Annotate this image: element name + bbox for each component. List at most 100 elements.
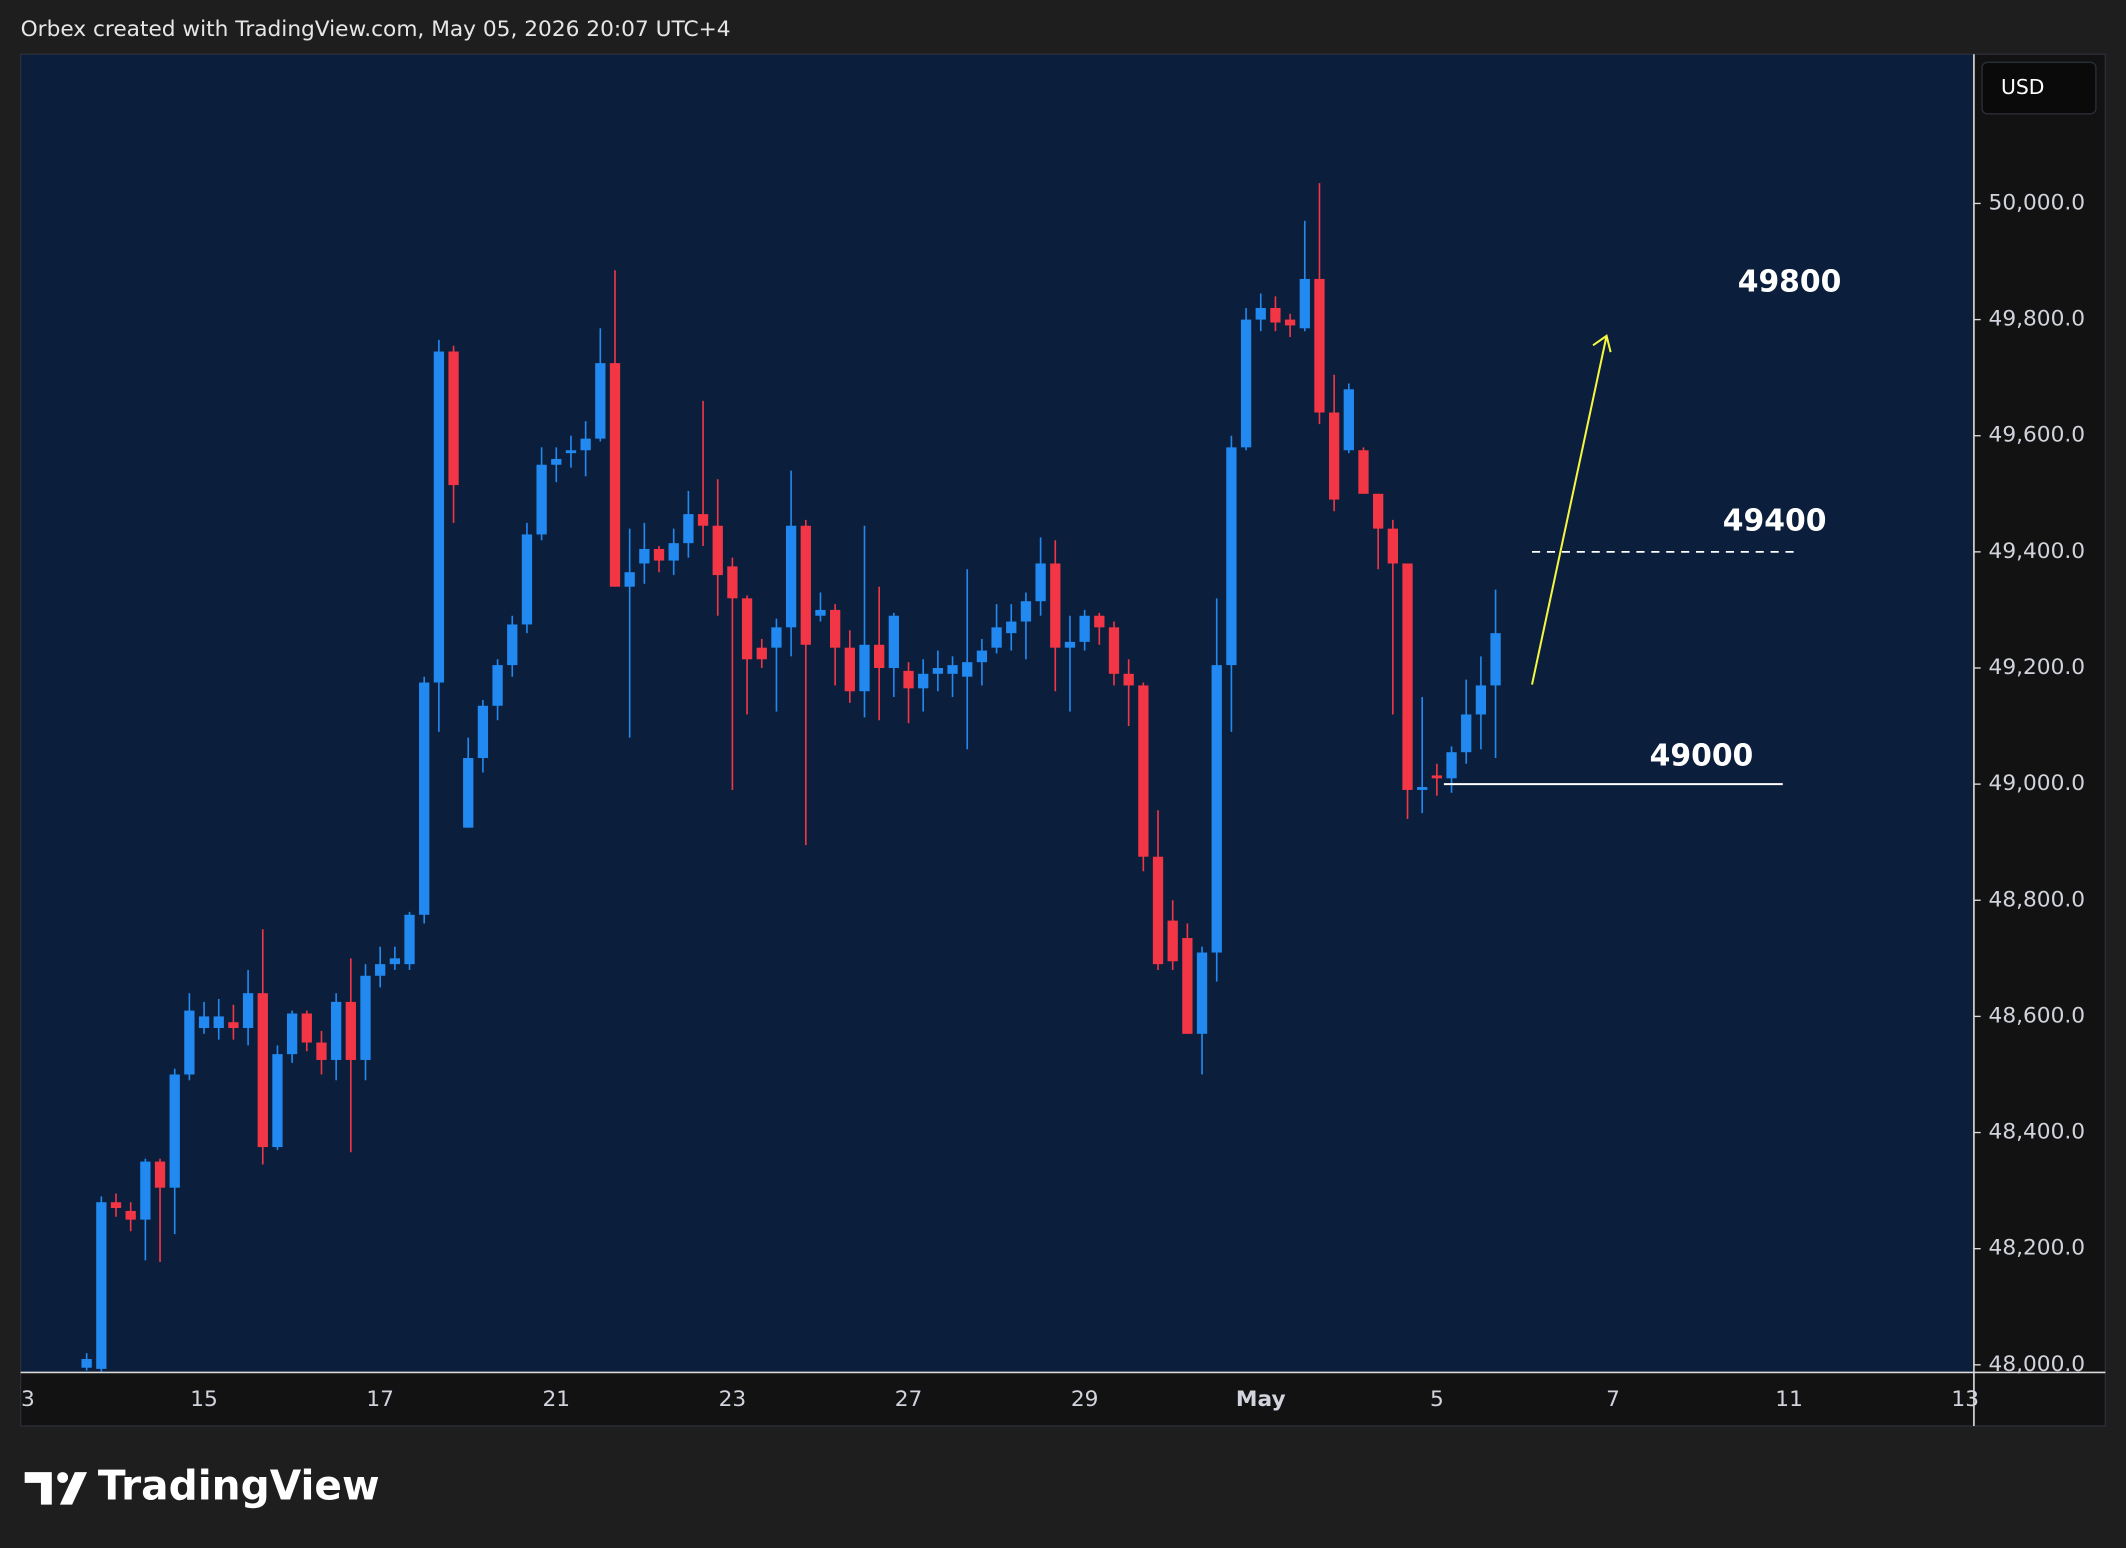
candle-body: [154, 1161, 166, 1188]
candle-body: [1167, 920, 1178, 962]
y-tick-label: 49,800.0: [1989, 307, 2086, 332]
candle-body: [198, 1016, 210, 1029]
x-tick-label: 5: [1430, 1387, 1444, 1412]
candle-body: [448, 351, 459, 486]
candle-body: [1417, 787, 1428, 790]
candle-body: [727, 566, 738, 599]
candle-body: [184, 1010, 195, 1075]
candle-body: [1328, 412, 1340, 500]
candle-body: [1373, 493, 1384, 529]
arrow-head: [1592, 334, 1612, 353]
candle-body: [1211, 665, 1222, 953]
y-tick-label: 48,000.0: [1989, 1352, 2086, 1377]
x-tick-label: 17: [366, 1387, 394, 1412]
candle-body: [947, 665, 958, 674]
candle-body: [521, 534, 533, 625]
candle-body: [1314, 278, 1325, 413]
candle-body: [96, 1202, 107, 1369]
candle-body: [1490, 633, 1501, 686]
candle-body: [1446, 752, 1457, 779]
candle-body: [991, 627, 1002, 648]
candle-body: [741, 598, 753, 660]
candle-body: [286, 1013, 298, 1055]
candle-body: [609, 363, 621, 587]
candle-body: [404, 914, 415, 965]
y-tick-label: 48,800.0: [1989, 887, 2086, 912]
candle-body: [683, 514, 694, 544]
candle-body: [213, 1016, 224, 1029]
x-tick-label: 7: [1606, 1387, 1620, 1412]
level-label: 49800: [1738, 264, 1842, 299]
y-tick-label: 49,000.0: [1989, 771, 2086, 796]
candle-body: [389, 958, 401, 965]
candle-body: [242, 993, 254, 1029]
x-tick-label: 29: [1071, 1387, 1099, 1412]
candle-body: [169, 1074, 180, 1188]
candle-body: [800, 525, 811, 645]
y-tick-label: 49,600.0: [1989, 423, 2086, 448]
candle-body: [1094, 615, 1105, 628]
candle-body: [1255, 307, 1266, 320]
x-tick-label: 3: [21, 1387, 35, 1412]
candle-body: [1020, 601, 1032, 622]
candle-body: [1284, 319, 1296, 326]
candle-body: [1270, 307, 1281, 323]
candle-body: [140, 1161, 151, 1220]
y-tick-label: 48,600.0: [1989, 1003, 2086, 1028]
candle-body: [712, 525, 723, 576]
candle-body: [551, 458, 562, 465]
candle-body: [829, 609, 841, 648]
candle-body: [976, 650, 988, 663]
candle-body: [419, 682, 430, 915]
x-tick-label: 11: [1775, 1387, 1803, 1412]
candle-body: [1299, 278, 1310, 329]
candle-body: [125, 1210, 136, 1220]
candle-body: [624, 572, 635, 587]
candle-body: [492, 665, 503, 706]
candle-body: [918, 673, 929, 689]
candle-body: [1006, 621, 1017, 634]
candle-body: [110, 1202, 122, 1209]
candle-body: [536, 464, 547, 535]
candle-body: [756, 647, 767, 660]
candle-body: [345, 1001, 356, 1060]
level-label: 49000: [1650, 739, 1754, 774]
candle-body: [272, 1054, 283, 1148]
candle-body: [1079, 615, 1090, 642]
candle-body: [463, 758, 474, 828]
y-tick-label: 50,000.0: [1989, 190, 2086, 215]
candle-body: [771, 627, 782, 648]
header: Orbex created with TradingView.com, May …: [21, 17, 731, 42]
y-tick-label: 48,200.0: [1989, 1236, 2086, 1261]
y-tick-label: 48,400.0: [1989, 1120, 2086, 1145]
candle-body: [1050, 563, 1061, 648]
candle-body: [1475, 685, 1487, 715]
candle-body: [932, 667, 944, 674]
candle-body: [330, 1001, 342, 1060]
currency-label: USD: [2001, 75, 2044, 99]
brand: TradingView: [98, 1461, 380, 1509]
x-tick-label: 15: [190, 1387, 218, 1412]
logo-shape: [59, 1472, 88, 1505]
candle-body: [1431, 775, 1443, 779]
x-tick-label: 21: [543, 1387, 571, 1412]
candle-body: [81, 1359, 92, 1368]
price-axis: [1975, 54, 2106, 1427]
candle-body: [1402, 563, 1413, 790]
candle-body: [228, 1022, 239, 1029]
candle-body: [1358, 450, 1369, 494]
level-label: 49400: [1723, 504, 1827, 539]
candle-body: [477, 705, 489, 759]
y-tick-label: 49,400.0: [1989, 539, 2086, 564]
candle-body: [595, 363, 606, 439]
candle-body: [668, 543, 679, 561]
candle-body: [874, 644, 885, 668]
candle-body: [301, 1013, 312, 1043]
x-tick-label: May: [1236, 1387, 1286, 1412]
candle-body: [962, 662, 973, 677]
candle-body: [257, 993, 268, 1148]
candle-body: [433, 351, 445, 683]
x-tick-label: 13: [1951, 1387, 1979, 1412]
currency-box[interactable]: [1981, 61, 2097, 115]
candle-body: [844, 647, 855, 692]
